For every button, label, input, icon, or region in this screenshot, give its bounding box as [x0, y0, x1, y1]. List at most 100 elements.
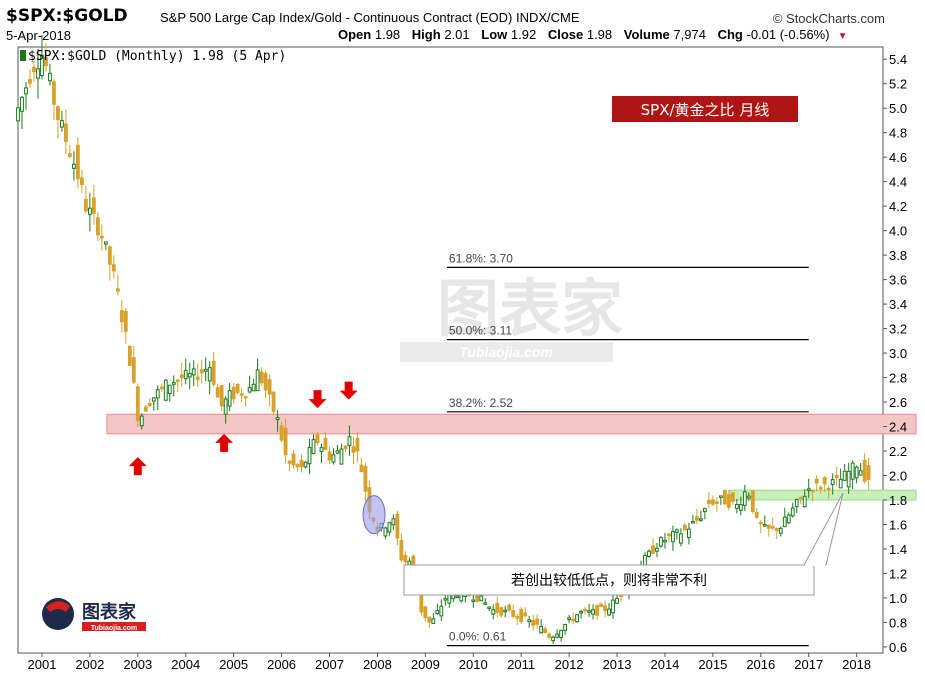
candle-body: [76, 144, 80, 180]
symbol-title: $SPX:$GOLD: [6, 6, 128, 26]
candle-body: [750, 490, 755, 513]
x-tick-label: 2005: [219, 657, 248, 672]
candle-body: [187, 372, 192, 378]
watermark-bar: [400, 342, 613, 362]
candle-body: [738, 504, 743, 511]
x-tick-label: 2009: [411, 657, 440, 672]
candle-body: [754, 511, 759, 518]
candle-body: [64, 123, 68, 143]
candle-body: [79, 177, 84, 186]
y-tick-label: 3.0: [889, 346, 907, 361]
candle-body: [287, 460, 292, 464]
candle-body: [599, 603, 603, 607]
resistance-band: [106, 413, 917, 435]
candle-body: [195, 376, 200, 381]
y-tick-label: 4.4: [889, 175, 907, 190]
candle-body: [68, 153, 72, 157]
candle-body: [131, 357, 136, 383]
candle-body: [40, 54, 44, 76]
candle-body: [683, 524, 687, 531]
candle-body: [687, 528, 691, 539]
candle-body: [163, 379, 168, 401]
candle-body: [695, 516, 699, 521]
high-value: 2.01: [444, 27, 470, 42]
candle-body: [647, 550, 651, 557]
candle-body: [471, 599, 476, 603]
candle-body: [355, 437, 360, 452]
candle-body: [431, 618, 436, 624]
ohlc-readout: Open 1.98 High 2.01 Low 1.92 Close 1.98 …: [338, 27, 847, 42]
highlight-ellipse: [362, 495, 386, 535]
candle-body: [275, 417, 280, 420]
candle-body: [87, 207, 92, 215]
logo-bar: [82, 622, 146, 631]
candle-body: [271, 391, 276, 412]
candle-body: [782, 516, 787, 528]
candle-body: [798, 496, 803, 500]
high-label: High: [411, 27, 441, 42]
annotation-box: [403, 564, 815, 596]
candle-body: [203, 368, 208, 372]
candle-body: [854, 466, 859, 479]
candle-body: [762, 523, 767, 527]
y-tick-label: 3.4: [889, 297, 907, 312]
candle-body: [563, 623, 568, 631]
candle-body: [227, 390, 232, 407]
candle-body: [810, 489, 815, 493]
candle-body: [527, 619, 532, 623]
candle-body: [439, 605, 444, 617]
open-value: 1.98: [374, 27, 401, 42]
chg-label: Chg: [717, 27, 743, 42]
candle-body: [231, 386, 236, 400]
candle-body: [746, 495, 751, 499]
brand-label[interactable]: © StockCharts.com: [772, 11, 885, 26]
y-tick-label: 4.0: [889, 224, 907, 239]
candle-body: [710, 499, 715, 505]
candle-body: [347, 436, 352, 446]
candle-body: [115, 288, 120, 292]
candle-body: [567, 617, 572, 621]
logo: 图表家 Tubiaojia.com: [42, 598, 146, 632]
candle-body: [503, 609, 508, 613]
candle-body: [339, 448, 344, 465]
y-tick-label: 3.2: [889, 322, 907, 337]
candle-body: [790, 507, 795, 517]
candle-body: [850, 462, 855, 480]
candle-body: [283, 427, 288, 456]
candle-body: [671, 531, 675, 543]
candle-body: [718, 495, 723, 498]
fib-label: 61.8%: 3.70: [449, 251, 513, 265]
x-tick-label: 2004: [171, 657, 200, 672]
candle-body: [24, 87, 28, 95]
candle-body: [714, 501, 719, 504]
candle-body: [511, 610, 516, 617]
candle-body: [786, 514, 791, 524]
candle-body: [559, 629, 564, 638]
candle-body: [91, 197, 96, 214]
candle-body: [830, 479, 835, 486]
candle-body: [583, 608, 587, 612]
candle-body: [32, 66, 36, 73]
candle-body: [387, 522, 392, 533]
candle-body: [123, 311, 128, 332]
candle-body: [319, 447, 324, 452]
candle-body: [806, 488, 811, 491]
candle-body: [766, 524, 771, 529]
y-tick-label: 5.2: [889, 77, 907, 92]
candle-body: [303, 461, 308, 468]
candle-body: [515, 615, 520, 619]
candle-body: [495, 602, 500, 613]
x-tick-label: 2013: [603, 657, 632, 672]
quote-date: 5-Apr-2018: [6, 28, 72, 43]
candle-body: [243, 396, 248, 399]
x-tick-label: 2008: [363, 657, 392, 672]
y-tick-label: 1.8: [889, 493, 907, 508]
candle-body: [698, 518, 703, 521]
candle-body: [155, 389, 160, 399]
candle-body: [199, 369, 204, 374]
candle-body: [135, 386, 140, 422]
y-tick-label: 4.8: [889, 126, 907, 141]
x-tick-label: 2015: [698, 657, 727, 672]
plot-frame: [17, 46, 884, 654]
